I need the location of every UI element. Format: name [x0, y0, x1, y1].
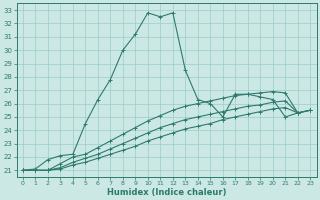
- X-axis label: Humidex (Indice chaleur): Humidex (Indice chaleur): [107, 188, 226, 197]
